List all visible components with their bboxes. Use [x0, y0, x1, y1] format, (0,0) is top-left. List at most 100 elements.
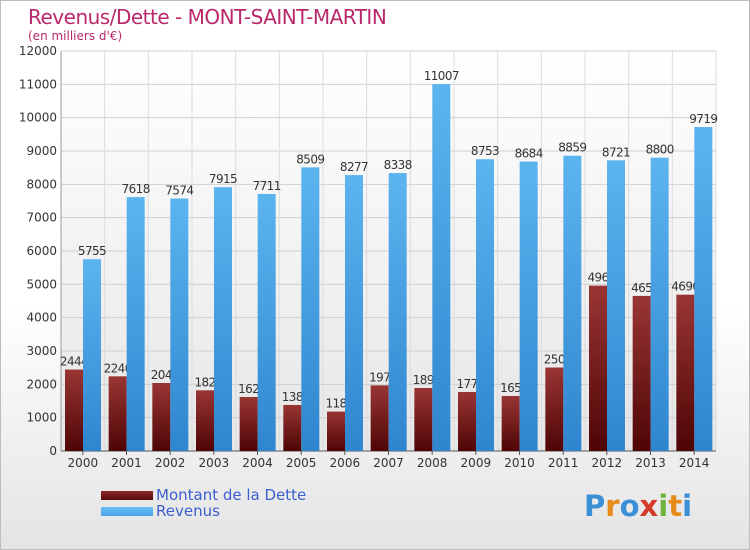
- x-tick-label: 2010: [504, 456, 535, 470]
- y-tick-label: 11000: [19, 77, 57, 91]
- bar-revenus: [257, 193, 276, 451]
- bar-revenus: [345, 175, 363, 451]
- x-tick-label: 2007: [373, 456, 404, 470]
- x-tick-label: 2002: [155, 456, 186, 470]
- data-label-dette: 182: [194, 375, 215, 389]
- data-label-revenus: 8753: [471, 144, 499, 158]
- x-tick-label: 2014: [679, 456, 710, 470]
- x-tick-label: 2006: [330, 456, 361, 470]
- legend-swatch-dette: [101, 491, 153, 500]
- data-label-dette: 118: [325, 397, 346, 411]
- bar-revenus: [650, 157, 669, 451]
- data-label-dette: 177: [456, 377, 477, 391]
- y-tick-label: 5000: [26, 277, 57, 291]
- data-label-revenus: 8721: [602, 145, 630, 159]
- legend-swatch-revenus: [101, 507, 153, 516]
- data-label-revenus: 7915: [209, 172, 237, 186]
- logo-letter: r: [605, 489, 620, 523]
- y-tick-label: 8000: [26, 177, 57, 191]
- data-label-revenus: 8277: [340, 160, 368, 174]
- proxiti-logo: Proxiti: [584, 489, 692, 523]
- data-label-revenus: 5755: [78, 244, 106, 258]
- data-label-revenus: 11007: [424, 69, 459, 83]
- data-label-dette: 465: [631, 281, 652, 295]
- bar-revenus: [388, 173, 407, 452]
- data-label-revenus: 8338: [384, 158, 412, 172]
- bar-dette: [327, 411, 345, 451]
- chart-title: Revenus/Dette - MONT-SAINT-MARTIN: [28, 5, 387, 29]
- bar-dette: [239, 397, 258, 451]
- bar-dette: [676, 294, 695, 451]
- logo-letter: o: [619, 489, 640, 523]
- y-tick-label: 4000: [26, 311, 57, 325]
- bar-dette: [196, 390, 214, 451]
- logo-letter: t: [668, 489, 683, 523]
- data-label-dette: 496: [587, 271, 608, 285]
- chart-subtitle: (en milliers d'€): [28, 29, 123, 43]
- bar-dette: [458, 391, 476, 451]
- data-label-dette: 165: [500, 381, 521, 395]
- bar-revenus: [214, 187, 232, 451]
- bar-dette: [152, 383, 171, 451]
- logo-letter: P: [584, 489, 606, 523]
- data-label-dette: 250: [544, 353, 565, 367]
- y-tick-label: 0: [49, 444, 57, 458]
- bar-revenus: [126, 197, 145, 451]
- data-label-revenus: 7711: [253, 179, 281, 193]
- data-label-dette: 4690: [671, 280, 699, 294]
- data-label-revenus: 8859: [558, 141, 586, 155]
- data-label-revenus: 7574: [165, 184, 193, 198]
- bar-revenus: [563, 155, 582, 451]
- x-tick-label: 2012: [592, 456, 623, 470]
- bar-revenus: [83, 259, 101, 451]
- x-tick-label: 2011: [548, 456, 579, 470]
- y-tick-label: 12000: [19, 44, 57, 58]
- logo-letter: x: [639, 489, 659, 523]
- x-tick-label: 2003: [199, 456, 230, 470]
- y-tick-label: 3000: [26, 344, 57, 358]
- bar-dette: [65, 369, 83, 451]
- bar-revenus: [519, 161, 538, 452]
- data-label-dette: 197: [369, 370, 390, 384]
- x-tick-label: 2001: [111, 456, 142, 470]
- x-tick-label: 2008: [417, 456, 448, 470]
- y-tick-label: 1000: [26, 411, 57, 425]
- bar-dette: [589, 285, 607, 451]
- data-label-revenus: 7618: [122, 182, 150, 196]
- data-label-revenus: 8684: [515, 147, 543, 161]
- logo-letter: i: [682, 489, 693, 523]
- bar-dette: [283, 404, 302, 451]
- data-label-revenus: 8509: [296, 152, 324, 166]
- bar-dette: [108, 376, 127, 451]
- x-tick-label: 2000: [68, 456, 99, 470]
- bar-dette: [370, 385, 389, 451]
- bar-dette: [545, 367, 564, 451]
- legend-label-dette: Montant de la Dette: [156, 486, 307, 504]
- legend-label-revenus: Revenus: [156, 502, 220, 520]
- y-tick-label: 9000: [26, 144, 57, 158]
- bar-revenus: [694, 127, 713, 452]
- bar-revenus: [301, 167, 320, 451]
- data-label-dette: 138: [282, 390, 303, 404]
- data-label-dette: 189: [413, 373, 434, 387]
- data-label-dette: 162: [238, 382, 259, 396]
- data-label-revenus: 9719: [689, 112, 717, 126]
- data-label-dette: 2240: [104, 361, 132, 375]
- logo-letter: i: [658, 489, 669, 523]
- x-tick-label: 2005: [286, 456, 317, 470]
- y-tick-label: 6000: [26, 244, 57, 258]
- x-tick-label: 2009: [461, 456, 492, 470]
- bar-revenus: [607, 160, 625, 452]
- bar-revenus: [432, 84, 451, 451]
- bar-revenus: [170, 198, 189, 451]
- y-tick-label: 10000: [19, 111, 57, 125]
- x-tick-label: 2013: [635, 456, 666, 470]
- data-label-dette: 204: [151, 368, 172, 382]
- bar-dette: [501, 395, 520, 451]
- bar-dette: [414, 388, 433, 451]
- data-label-dette: 2444: [60, 355, 88, 369]
- y-tick-label: 2000: [26, 377, 57, 391]
- x-tick-label: 2004: [242, 456, 273, 470]
